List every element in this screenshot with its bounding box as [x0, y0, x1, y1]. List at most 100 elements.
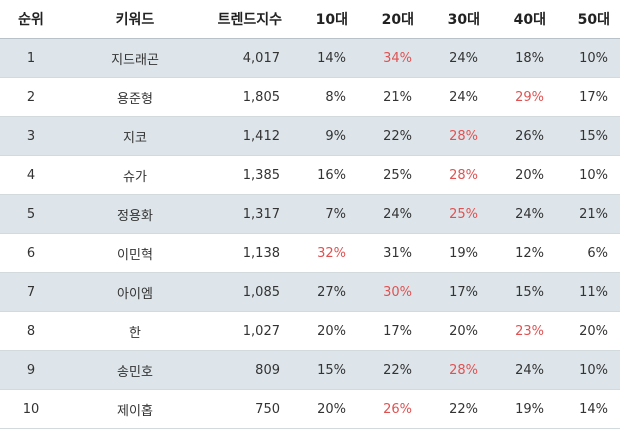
rank-cell: 2	[0, 77, 62, 117]
rank-cell: 9	[0, 350, 62, 390]
trend-index-cell: 750	[208, 389, 292, 429]
age-30s-cell: 17%	[424, 272, 490, 312]
age-50s-cell: 20%	[556, 311, 620, 351]
trend-index-cell: 1,138	[208, 233, 292, 273]
table-row: 9 송민호 809 15% 22% 28% 24% 10%	[0, 350, 620, 390]
age-40s-cell: 24%	[490, 350, 556, 390]
age-10s-cell: 32%	[292, 233, 358, 273]
table-row: 3 지코 1,412 9% 22% 28% 26% 15%	[0, 116, 620, 156]
header-keyword: 키워드	[62, 0, 208, 39]
header-rank: 순위	[0, 0, 62, 39]
table-row: 2 용준형 1,805 8% 21% 24% 29% 17%	[0, 77, 620, 117]
age-10s-cell: 20%	[292, 389, 358, 429]
header-row: 순위 키워드 트렌드지수 10대 20대 30대 40대 50대	[0, 0, 620, 39]
header-age-10s: 10대	[292, 0, 358, 39]
keyword-cell: 한	[62, 311, 208, 351]
keyword-cell: 지코	[62, 116, 208, 156]
age-30s-cell: 20%	[424, 311, 490, 351]
age-20s-cell: 25%	[358, 155, 424, 195]
table-row: 5 정용화 1,317 7% 24% 25% 24% 21%	[0, 194, 620, 234]
trend-index-cell: 1,027	[208, 311, 292, 351]
trend-index-cell: 809	[208, 350, 292, 390]
trend-index-cell: 1,412	[208, 116, 292, 156]
keyword-cell: 제이홉	[62, 389, 208, 429]
age-40s-cell: 20%	[490, 155, 556, 195]
table-row: 1 지드래곤 4,017 14% 34% 24% 18% 10%	[0, 38, 620, 78]
keyword-cell: 슈가	[62, 155, 208, 195]
header-age-20s: 20대	[358, 0, 424, 39]
age-30s-cell: 19%	[424, 233, 490, 273]
header-trend-index: 트렌드지수	[208, 0, 292, 39]
table-row: 6 이민혁 1,138 32% 31% 19% 12% 6%	[0, 233, 620, 273]
age-50s-cell: 10%	[556, 38, 620, 78]
age-40s-cell: 24%	[490, 194, 556, 234]
age-30s-cell: 28%	[424, 155, 490, 195]
header-age-50s: 50대	[556, 0, 620, 39]
trend-index-cell: 1,317	[208, 194, 292, 234]
age-40s-cell: 29%	[490, 77, 556, 117]
trend-index-cell: 1,085	[208, 272, 292, 312]
age-50s-cell: 10%	[556, 155, 620, 195]
age-40s-cell: 19%	[490, 389, 556, 429]
table-row: 10 제이홉 750 20% 26% 22% 19% 14%	[0, 389, 620, 429]
age-20s-cell: 34%	[358, 38, 424, 78]
age-10s-cell: 8%	[292, 77, 358, 117]
age-30s-cell: 24%	[424, 38, 490, 78]
age-40s-cell: 26%	[490, 116, 556, 156]
table-row: 7 아이엠 1,085 27% 30% 17% 15% 11%	[0, 272, 620, 312]
rank-cell: 6	[0, 233, 62, 273]
keyword-cell: 송민호	[62, 350, 208, 390]
age-30s-cell: 24%	[424, 77, 490, 117]
rank-cell: 4	[0, 155, 62, 195]
rank-cell: 8	[0, 311, 62, 351]
age-30s-cell: 25%	[424, 194, 490, 234]
age-40s-cell: 15%	[490, 272, 556, 312]
rank-cell: 10	[0, 389, 62, 429]
keyword-cell: 지드래곤	[62, 38, 208, 78]
age-50s-cell: 14%	[556, 389, 620, 429]
age-10s-cell: 27%	[292, 272, 358, 312]
age-10s-cell: 15%	[292, 350, 358, 390]
trend-index-cell: 1,385	[208, 155, 292, 195]
keyword-cell: 정용화	[62, 194, 208, 234]
age-20s-cell: 24%	[358, 194, 424, 234]
age-50s-cell: 15%	[556, 116, 620, 156]
rank-cell: 7	[0, 272, 62, 312]
age-10s-cell: 9%	[292, 116, 358, 156]
age-50s-cell: 17%	[556, 77, 620, 117]
age-10s-cell: 16%	[292, 155, 358, 195]
age-20s-cell: 30%	[358, 272, 424, 312]
age-40s-cell: 12%	[490, 233, 556, 273]
age-20s-cell: 26%	[358, 389, 424, 429]
keyword-cell: 아이엠	[62, 272, 208, 312]
age-20s-cell: 22%	[358, 350, 424, 390]
age-40s-cell: 18%	[490, 38, 556, 78]
trend-index-cell: 1,805	[208, 77, 292, 117]
age-30s-cell: 28%	[424, 350, 490, 390]
rank-cell: 3	[0, 116, 62, 156]
rank-cell: 5	[0, 194, 62, 234]
age-20s-cell: 31%	[358, 233, 424, 273]
age-10s-cell: 7%	[292, 194, 358, 234]
age-10s-cell: 14%	[292, 38, 358, 78]
header-age-30s: 30대	[424, 0, 490, 39]
age-20s-cell: 22%	[358, 116, 424, 156]
age-20s-cell: 21%	[358, 77, 424, 117]
age-30s-cell: 22%	[424, 389, 490, 429]
keyword-cell: 용준형	[62, 77, 208, 117]
age-50s-cell: 11%	[556, 272, 620, 312]
table-row: 4 슈가 1,385 16% 25% 28% 20% 10%	[0, 155, 620, 195]
age-50s-cell: 10%	[556, 350, 620, 390]
age-20s-cell: 17%	[358, 311, 424, 351]
age-40s-cell: 23%	[490, 311, 556, 351]
trend-index-cell: 4,017	[208, 38, 292, 78]
age-30s-cell: 28%	[424, 116, 490, 156]
age-50s-cell: 21%	[556, 194, 620, 234]
rank-cell: 1	[0, 38, 62, 78]
age-50s-cell: 6%	[556, 233, 620, 273]
age-10s-cell: 20%	[292, 311, 358, 351]
keyword-cell: 이민혁	[62, 233, 208, 273]
table-row: 8 한 1,027 20% 17% 20% 23% 20%	[0, 311, 620, 351]
header-age-40s: 40대	[490, 0, 556, 39]
